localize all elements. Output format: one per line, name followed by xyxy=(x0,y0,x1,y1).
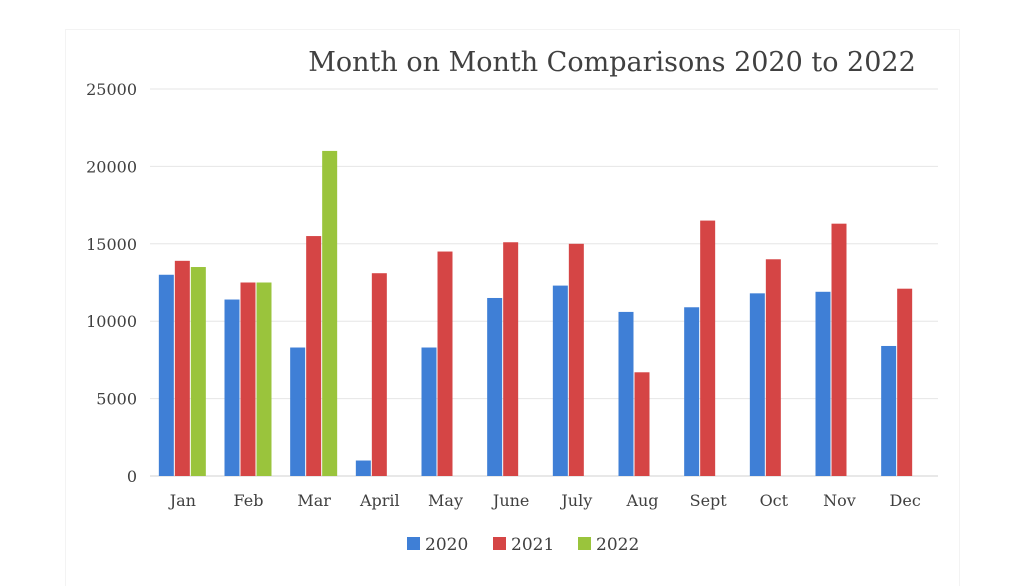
bar-2021-oct xyxy=(765,259,781,476)
y-axis-ticks: 0 5000 10000 15000 20000 25000 xyxy=(86,80,137,486)
bar-2021-aug xyxy=(634,372,650,476)
bar-2022-jan xyxy=(190,267,206,476)
bar-2022-feb xyxy=(256,282,272,476)
y-tick-label: 0 xyxy=(127,467,137,486)
legend-label-2020: 2020 xyxy=(425,535,468,555)
bar-2020-mar xyxy=(290,347,306,476)
bar-2020-jan xyxy=(158,274,174,476)
legend-label-2021: 2021 xyxy=(511,535,554,555)
x-tick-label: Dec xyxy=(890,491,921,510)
legend-label-2022: 2022 xyxy=(596,535,639,555)
bar-2020-july xyxy=(552,285,568,476)
bar-2021-mar xyxy=(306,236,322,476)
x-tick-label: Sept xyxy=(690,491,728,510)
bar-2020-april xyxy=(355,460,371,476)
bar-2020-feb xyxy=(224,299,240,476)
x-axis-ticks: Jan Feb Mar April May June July Aug Sept Oct Nov De… xyxy=(168,491,921,510)
bar-2021-june xyxy=(503,242,519,476)
y-tick-label: 15000 xyxy=(86,235,137,254)
legend-swatch-2021 xyxy=(493,537,506,550)
y-tick-label: 20000 xyxy=(86,157,137,176)
bar-2020-dec xyxy=(881,345,897,476)
bar-2020-nov xyxy=(815,291,831,476)
x-tick-label: May xyxy=(428,491,463,510)
bar-2021-feb xyxy=(240,282,256,476)
x-tick-label: Aug xyxy=(625,491,658,510)
bar-2020-sept xyxy=(684,307,700,476)
bar-2021-april xyxy=(371,273,387,476)
bar-2020-may xyxy=(421,347,437,476)
x-tick-label: Oct xyxy=(760,491,789,510)
x-tick-label: Nov xyxy=(823,491,856,510)
bar-2021-may xyxy=(437,251,453,476)
bars xyxy=(158,150,913,477)
bar-2020-oct xyxy=(749,293,765,476)
bar-2020-june xyxy=(487,297,503,476)
legend: 2020 2021 2022 xyxy=(407,535,639,555)
y-tick-label: 25000 xyxy=(86,80,137,99)
bar-2021-jan xyxy=(174,260,190,476)
legend-swatch-2020 xyxy=(407,537,420,550)
bar-2022-mar xyxy=(322,150,338,477)
bar-2021-sept xyxy=(700,220,716,476)
x-tick-label: June xyxy=(491,491,530,510)
bar-2021-nov xyxy=(831,223,847,476)
bar-2020-aug xyxy=(618,311,634,476)
x-tick-label: Jan xyxy=(168,491,196,510)
x-tick-label: Feb xyxy=(234,491,264,510)
x-tick-label: Mar xyxy=(297,491,331,510)
bar-2021-dec xyxy=(897,288,913,476)
y-tick-label: 5000 xyxy=(96,390,137,409)
y-tick-label: 10000 xyxy=(86,312,137,331)
x-tick-label: July xyxy=(559,491,592,510)
bar-2021-july xyxy=(568,243,584,476)
gridlines xyxy=(150,88,938,477)
legend-swatch-2022 xyxy=(578,537,591,550)
chart-title: Month on Month Comparisons 2020 to 2022 xyxy=(308,47,916,78)
x-tick-label: April xyxy=(359,491,400,510)
